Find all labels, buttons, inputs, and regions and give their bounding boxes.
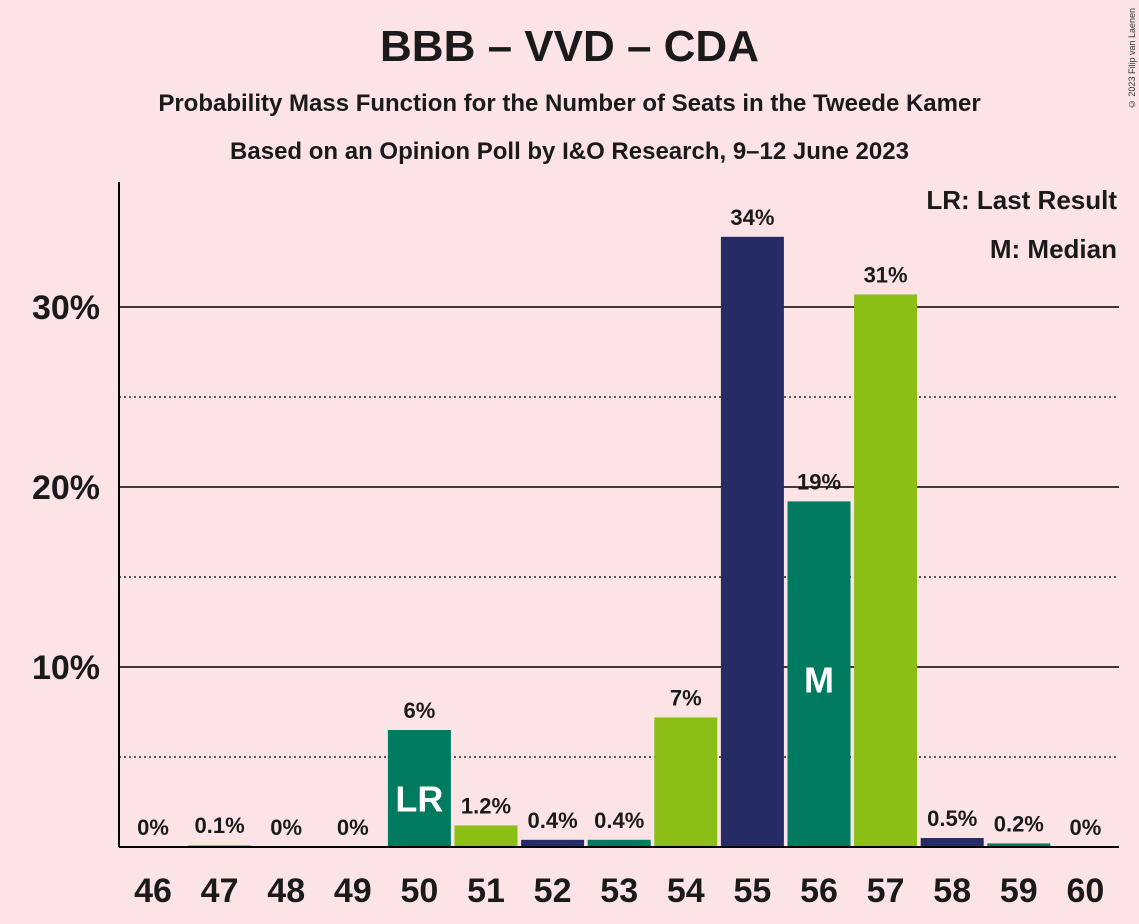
value-label: 6%: [404, 698, 436, 723]
legend-last-result: LR: Last Result: [926, 185, 1117, 215]
value-label: 0.1%: [195, 813, 245, 838]
x-tick-label: 50: [400, 872, 438, 910]
value-label: 0%: [1070, 815, 1102, 840]
x-tick-label: 58: [933, 872, 971, 910]
axes: 10% 20% 30% 46 47 48 49 50 51 52 53 54 55 56 57 58 59 60: [32, 182, 1119, 910]
value-labels: 0% 0.1% 0% 0% 6% 1.2% 0.4% 0.4% 7% 34% 19% 31% 0.5% 0…: [137, 205, 1101, 840]
bar-55: [720, 236, 784, 848]
x-tick-label: 59: [1000, 872, 1038, 910]
value-label: 31%: [864, 262, 908, 287]
value-label: 19%: [797, 469, 841, 494]
x-tick-label: 57: [867, 872, 905, 910]
value-label: 0.4%: [594, 808, 644, 833]
chart-subtitle-source: Based on an Opinion Poll by I&O Research…: [230, 138, 909, 165]
bar-58: [920, 838, 984, 847]
legend-median: M: Median: [990, 234, 1117, 264]
x-tick-label: 56: [800, 872, 838, 910]
bar-56: [787, 501, 851, 847]
value-label: 0%: [270, 815, 302, 840]
y-tick-label: 20%: [32, 469, 100, 507]
x-tick-label: 47: [201, 872, 239, 910]
value-label: 0%: [137, 815, 169, 840]
bar-53: [587, 839, 651, 847]
value-label: 1.2%: [461, 793, 511, 818]
last-result-marker: LR: [395, 778, 443, 819]
bar-54: [654, 717, 718, 847]
value-label: 34%: [730, 205, 774, 230]
value-label: 0.2%: [994, 811, 1044, 836]
value-label: 7%: [670, 685, 702, 710]
chart-subtitle: Probability Mass Function for the Number…: [158, 90, 981, 117]
bar-57: [854, 294, 918, 847]
bars: [188, 236, 1051, 848]
chart-title: BBB – VVD – CDA: [380, 22, 759, 71]
gridlines: [119, 306, 1119, 758]
value-label: 0.4%: [528, 808, 578, 833]
x-tick-label: 48: [267, 872, 305, 910]
x-tick-label: 51: [467, 872, 505, 910]
median-marker: M: [804, 660, 834, 701]
bar-52: [521, 839, 585, 847]
value-label: 0%: [337, 815, 369, 840]
x-tick-label: 49: [334, 872, 372, 910]
bar-51: [454, 825, 518, 847]
x-tick-label: 55: [733, 872, 771, 910]
x-tick-label: 52: [534, 872, 572, 910]
bar-59: [987, 843, 1051, 847]
x-tick-label: 46: [134, 872, 172, 910]
value-label: 0.5%: [927, 806, 977, 831]
y-tick-label: 10%: [32, 649, 100, 687]
x-tick-label: 53: [600, 872, 638, 910]
x-tick-label: 54: [667, 872, 705, 910]
bar-50: [387, 730, 451, 847]
x-tick-label: 60: [1066, 872, 1104, 910]
y-tick-label: 30%: [32, 289, 100, 327]
